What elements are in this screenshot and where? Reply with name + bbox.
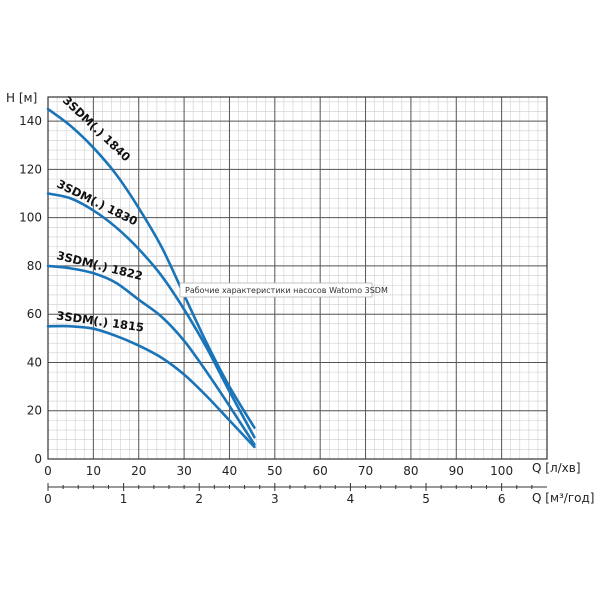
series-line xyxy=(46,107,256,429)
y-tick-label: 140 xyxy=(19,114,42,128)
x-axis-title: Q [л/хв] xyxy=(532,461,581,475)
x-tick-label: 40 xyxy=(222,464,237,478)
curves xyxy=(46,107,256,449)
x2-tick-label: 0 xyxy=(44,492,52,506)
x-tick-label: 70 xyxy=(358,464,373,478)
y-tick-label: 100 xyxy=(19,211,42,225)
x2-tick-label: 5 xyxy=(422,492,430,506)
axes xyxy=(47,96,548,491)
x-tick-label: 50 xyxy=(267,464,282,478)
x-tick-label: 80 xyxy=(403,464,418,478)
x2-tick-label: 6 xyxy=(498,492,506,506)
plot-frame xyxy=(47,96,548,460)
tooltip-box xyxy=(179,282,373,298)
y-tick-label: 80 xyxy=(27,259,42,273)
x-tick-label: 60 xyxy=(313,464,328,478)
x2-axis-title: Q [м³/год] xyxy=(532,491,594,505)
x-tick-label: 0 xyxy=(44,464,52,478)
y-axis-title: H [м] xyxy=(6,91,37,105)
y-tick-label: 20 xyxy=(27,404,42,418)
y-tick-label: 40 xyxy=(27,355,42,369)
y-tick-label: 120 xyxy=(19,162,42,176)
chart-tooltip: Рабочие характеристики насосов Watomo 3S… xyxy=(179,282,388,298)
x-tick-label: 10 xyxy=(86,464,101,478)
x2-tick-label: 4 xyxy=(347,492,355,506)
x-tick-label: 90 xyxy=(449,464,464,478)
x-tick-label: 100 xyxy=(490,464,513,478)
x2-tick-label: 2 xyxy=(195,492,203,506)
x2-tick-label: 1 xyxy=(120,492,128,506)
x-tick-label: 30 xyxy=(176,464,191,478)
x-tick-label: 20 xyxy=(131,464,146,478)
series-line xyxy=(46,264,256,446)
y-tick-label: 0 xyxy=(34,452,42,466)
x2-tick-label: 3 xyxy=(271,492,279,506)
tooltip-text: Рабочие характеристики насосов Watomo 3S… xyxy=(185,286,388,295)
y-tick-label: 60 xyxy=(27,307,42,321)
series-line xyxy=(46,324,256,449)
series-line xyxy=(46,192,256,439)
